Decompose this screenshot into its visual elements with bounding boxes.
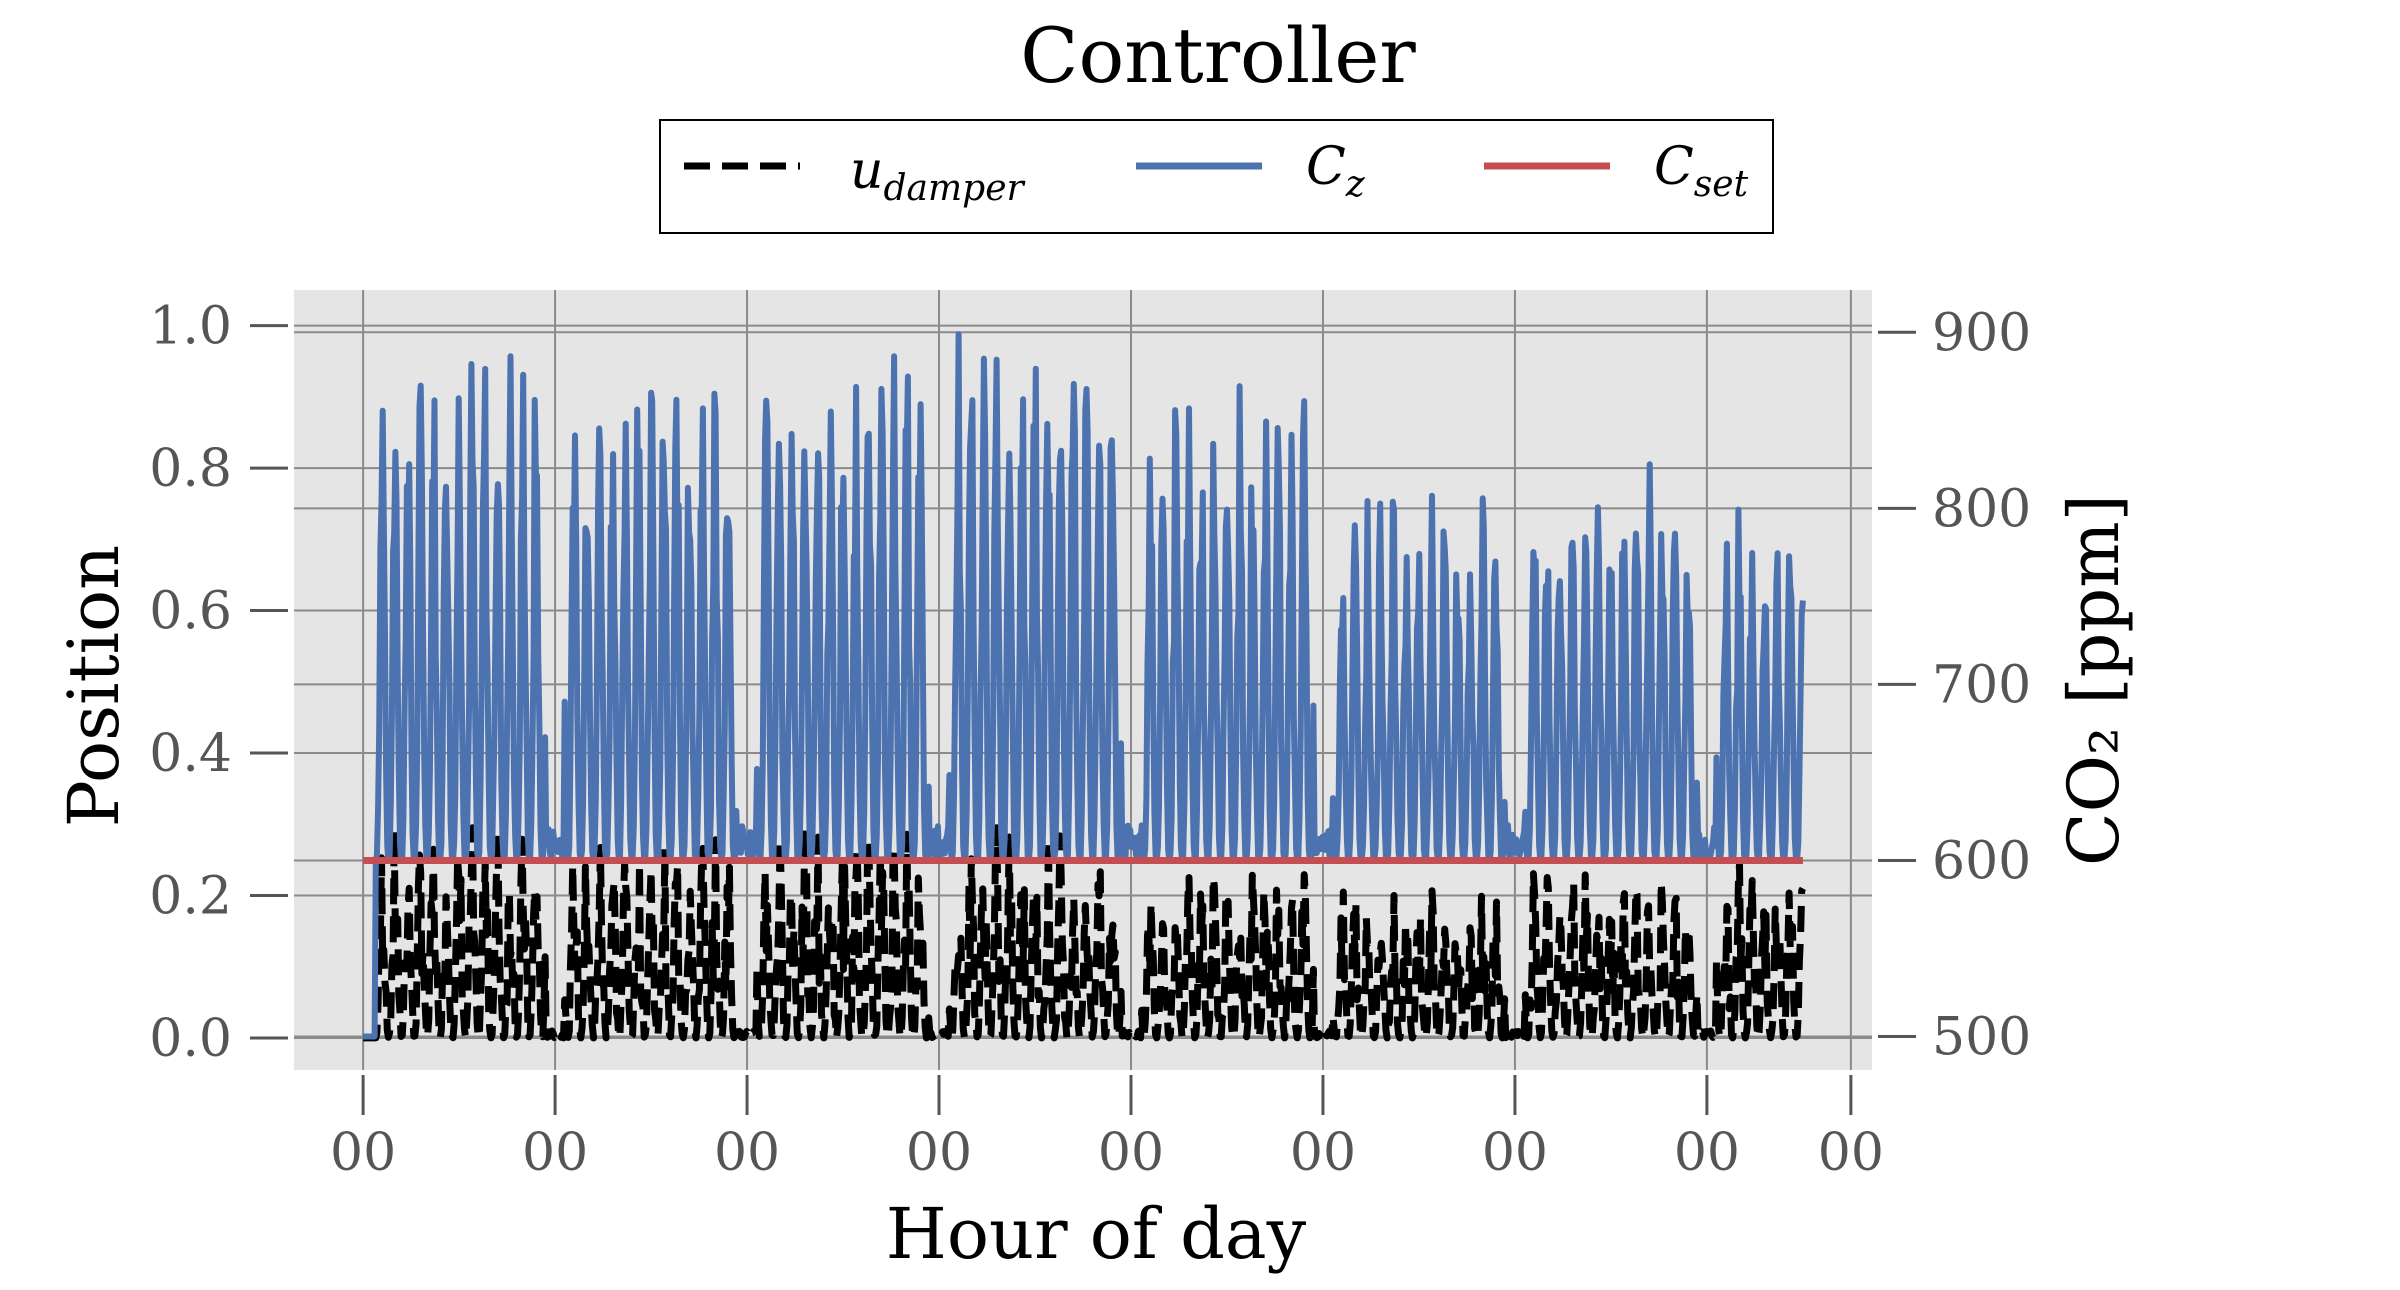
legend-sub-co2: z (1345, 164, 1366, 205)
x-tick-label: 00 (906, 1123, 972, 1183)
y-axis-label-left: Position (53, 545, 135, 827)
legend-sub-setpoint: set (1694, 164, 1749, 205)
y-left-tick-label: 0.0 (149, 1009, 232, 1069)
y-left-tick-label: 0.2 (149, 866, 232, 926)
legend-entry-co2: Cz (1136, 137, 1366, 205)
x-tick-label: 00 (1482, 1123, 1548, 1183)
y-right-tick-label: 700 (1932, 655, 2031, 715)
legend-sub-damper: damper (884, 168, 1026, 209)
x-tick-label: 00 (1674, 1123, 1740, 1183)
legend-label-setpoint: C (1654, 137, 1694, 197)
y-right-tick-label: 800 (1932, 479, 2031, 539)
y-left-tick-label: 0.8 (149, 439, 232, 499)
y-axis-label-right: CO₂ [ppm] (2053, 494, 2135, 866)
y-right-tick-label: 600 (1932, 831, 2031, 891)
legend-entry-damper: udamper (684, 141, 1025, 209)
legend-label-damper: u (850, 141, 884, 201)
series-layer (360, 331, 1806, 1042)
legend-entry-setpoint: Cset (1484, 137, 1749, 205)
legend-frame (659, 119, 1774, 234)
x-tick-label: 00 (1098, 1123, 1164, 1183)
y-right-tick-label: 500 (1932, 1008, 2031, 1068)
x-tick-label: 00 (1290, 1123, 1356, 1183)
svg-text:Cz: Cz (1306, 137, 1366, 205)
svg-text:Cset: Cset (1654, 137, 1749, 205)
x-tick-label: 00 (330, 1123, 396, 1183)
chart-title: Controller (1020, 11, 1416, 100)
axes: 00 00 00 00 00 00 00 00 00 0.0 0.2 0.4 0.6 0.8 1.0 500 6… (149, 297, 2031, 1183)
series-co2-zone (361, 331, 1806, 1040)
x-tick-label: 00 (714, 1123, 780, 1183)
legend-label-co2: C (1306, 137, 1346, 197)
y-left-tick-label: 1.0 (149, 297, 232, 357)
y-left-tick-label: 0.6 (149, 582, 232, 642)
x-tick-label: 00 (1818, 1123, 1884, 1183)
y-left-tick-label: 0.4 (149, 724, 232, 784)
x-axis-label: Hour of day (886, 1193, 1307, 1275)
y-right-tick-label: 900 (1932, 303, 2031, 363)
series-u-damper (360, 823, 1806, 1042)
svg-text:udamper: udamper (850, 141, 1025, 209)
x-tick-label: 00 (522, 1123, 588, 1183)
legend: udamper Cz Cset (659, 119, 1774, 234)
